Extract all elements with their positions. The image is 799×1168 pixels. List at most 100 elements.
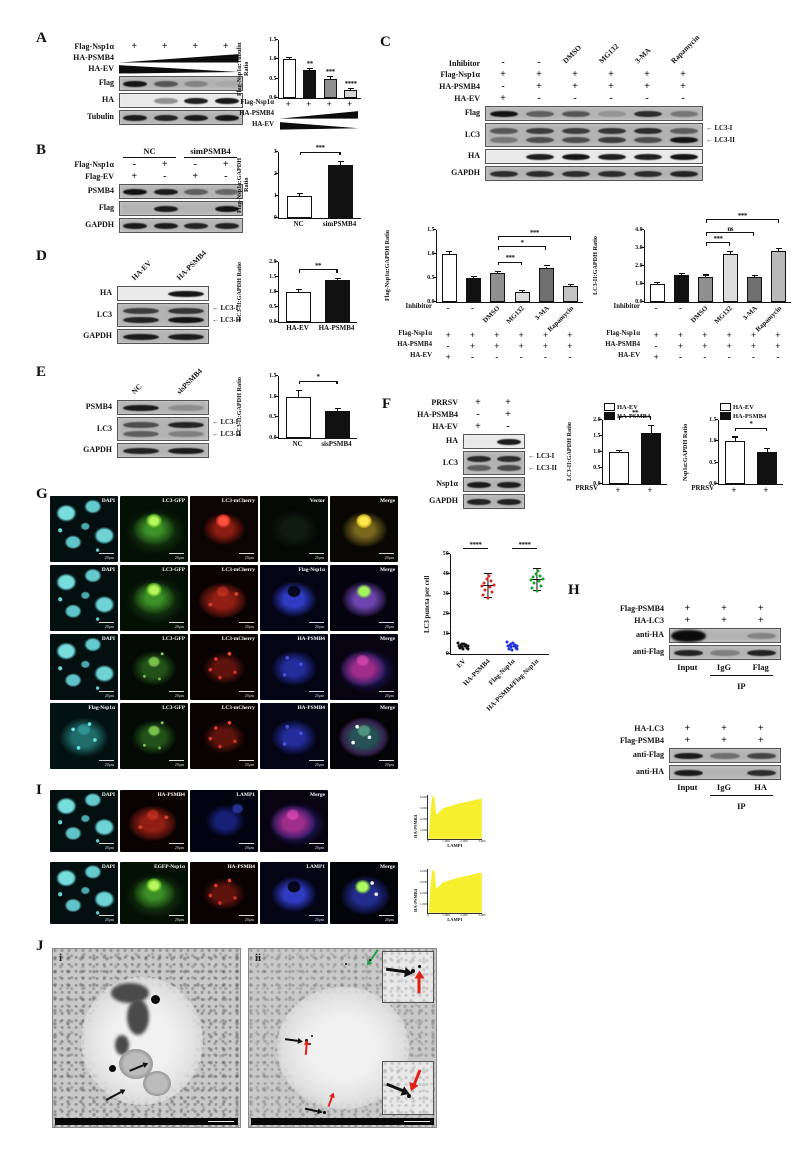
y-axis-title: LC3-II:GAPDH Ratio — [592, 236, 599, 296]
condition-sign: + — [721, 615, 727, 626]
y-axis-title: LC3-II:GAPDH Ratio — [236, 377, 243, 437]
data-point — [461, 647, 465, 651]
x-matrix-label: HA-EV — [252, 121, 274, 128]
data-point — [534, 572, 538, 576]
y-tick — [275, 321, 278, 322]
channel-label: Merge — [380, 498, 395, 504]
error-bar-cap — [764, 448, 770, 450]
panel-f-western: PRRSV + + HA-PSMB4- + HA-EV + - HA LC3 ← LC3-I ← LC… — [398, 398, 557, 511]
protein-band — [633, 110, 663, 117]
channel-label: Merge — [380, 567, 395, 573]
protein-band — [122, 404, 159, 411]
data-point — [508, 643, 512, 647]
blot-row: Flag — [52, 201, 243, 216]
em-inset-top — [382, 951, 434, 1003]
micrograph-gfpd: LC3-GFP 20μm — [120, 703, 188, 769]
condition-sign: + — [469, 330, 476, 340]
plot-area: 0.0 0.5 1.0 1.5 2.0 ** — [269, 259, 357, 325]
y-tick-label: 0.5 — [269, 304, 277, 310]
scale-bar-label: 20μm — [239, 622, 254, 629]
scale-bar-label: 20μm — [169, 760, 184, 767]
blot-label: anti-HA — [636, 767, 664, 777]
x-matrix-label: HA-PSMB4 — [605, 341, 640, 348]
blot-row: PSMB4 — [52, 400, 241, 415]
y-tick — [599, 467, 602, 468]
data-point — [513, 643, 517, 647]
panel-g-scatter: LC3 puncta per cell 0 10 20 30 40 50 **** **** EV… — [424, 541, 554, 713]
channel-label: LC3-mCherry — [221, 636, 255, 642]
x-matrix-cells: - - DMSO MG132 3-MA Rapamycin — [644, 303, 790, 333]
micrograph-gfpb: LC3-GFP 20μm — [120, 565, 188, 631]
error-bar-cap — [295, 288, 302, 290]
error-bar-cap — [470, 275, 477, 278]
bar — [746, 276, 763, 302]
micrograph-row: Flag-Nsp1α 20μm LC3-GFP 20μm LC3-mCherry 20μm… — [50, 703, 398, 769]
blot-row: LC3 ← LC3-I ← LC3-II — [52, 417, 241, 441]
protein-band — [673, 752, 703, 759]
sd-whisker — [487, 574, 489, 598]
panel-g-micrographs: DAPI 20μm LC3-GFP 20μm LC3-mCherry 20μm Vector… — [50, 496, 398, 772]
data-point — [532, 581, 536, 585]
coloc-y-tick: 2,000 — [419, 817, 428, 821]
gold-particle — [418, 965, 421, 968]
channel-label: LC3-mCherry — [221, 567, 255, 573]
em-image-i: i — [52, 948, 241, 1128]
panel-label-b: B — [36, 142, 47, 158]
blot-image — [485, 123, 703, 147]
x-matrix-label: HA-EV — [410, 352, 432, 359]
condition-sign: + — [684, 603, 691, 614]
protein-band — [184, 97, 209, 104]
blot-image — [485, 106, 703, 121]
x-matrix-label: Flag-Nsp1α — [240, 99, 274, 106]
condition-label: Flag-Nsp1α — [74, 159, 114, 169]
micrograph-gfpb: LC3-GFP 20μm — [120, 496, 188, 562]
error-bar — [650, 426, 652, 433]
protein-band — [123, 114, 148, 121]
error-bar-cap — [347, 88, 354, 90]
panel-i-coloc-bottom: HA-PSMB4 0 1,000 2,000 3,000 1,000 2,000 3,000 4… — [410, 866, 486, 922]
blot-label: HA — [468, 151, 480, 161]
band-arrow-labels: ← LC3-I ← LC3-II — [525, 451, 557, 475]
condition-sign: + — [505, 409, 511, 420]
data-point — [481, 593, 485, 597]
condition-sign: + — [306, 99, 312, 109]
band-arrow-label: ← LC3-II — [212, 431, 241, 439]
bar — [303, 70, 317, 98]
channel-label: LAMP1 — [236, 792, 255, 798]
condition-sign: - — [776, 352, 780, 362]
protein-band — [123, 222, 148, 229]
blot-image — [119, 76, 243, 91]
condition-row: Flag-Nsp1α + + + + — [52, 42, 243, 52]
condition-sign: - — [752, 352, 755, 362]
legend-swatch — [604, 412, 615, 420]
protein-band — [153, 80, 178, 87]
blot-label: GAPDH — [83, 445, 112, 455]
protein-band — [122, 421, 159, 428]
group-header: NC — [123, 146, 176, 158]
data-point — [460, 642, 464, 646]
condition-sign: - — [679, 352, 682, 362]
error-bar — [656, 283, 658, 284]
condition-sign: + — [757, 603, 764, 614]
condition-row: HA-LC3 + + + — [596, 724, 781, 734]
condition-sign: + — [572, 69, 578, 80]
error-bar — [754, 276, 756, 277]
condition-sign: + — [131, 171, 138, 182]
x-matrix-row: PRRSV + + — [682, 485, 790, 496]
y-axis-title: Flag-Nsp1α:GAPDH Ratio — [384, 230, 391, 302]
condition-sign: + — [536, 69, 542, 80]
band-name: LC3-I — [220, 418, 239, 426]
blot-label: LC3 — [96, 423, 112, 433]
protein-band — [153, 205, 178, 212]
micrograph-dapi: DAPI 20μm — [50, 790, 118, 852]
condition-sign: - — [163, 171, 167, 182]
y-tick — [641, 301, 644, 302]
protein-band — [214, 80, 239, 87]
bar — [757, 451, 777, 484]
x-matrix-cells: + + + + — [278, 99, 360, 110]
blot-image — [119, 110, 243, 125]
band-arrow-labels: ← LC3-I ← LC3-II — [209, 417, 241, 441]
y-tick-label: 2.0 — [269, 259, 277, 265]
significance-bracket: * — [497, 239, 547, 251]
scale-bar-label: 20μm — [99, 915, 114, 922]
